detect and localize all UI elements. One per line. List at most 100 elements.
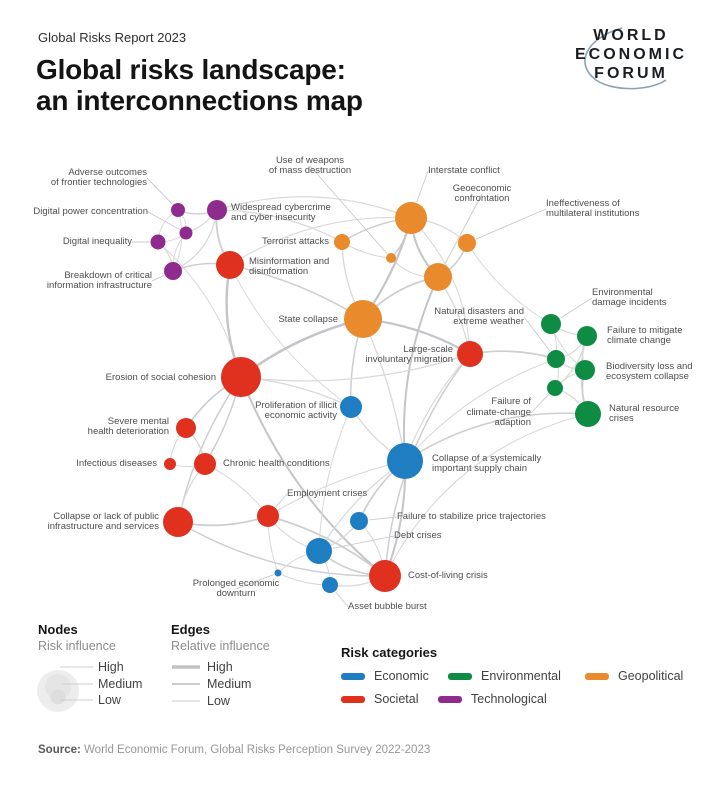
leader-ineffectiveness <box>476 208 547 240</box>
edge-misinformation--interstate <box>229 216 412 266</box>
edge-cybercrime--interstate <box>216 196 412 219</box>
leader-nat-disasters <box>523 316 551 352</box>
edge-misinformation--illicit <box>229 264 352 408</box>
edge-state-collapse--erosion <box>239 317 365 379</box>
leader-env-damage <box>560 297 593 319</box>
legend-item-geopolitical: Geopolitical <box>585 669 683 683</box>
node-adaption <box>547 380 563 396</box>
node-digital-inequality <box>150 234 166 250</box>
leader-employment <box>275 493 288 508</box>
category-label-technological: Technological <box>471 692 547 706</box>
node-ineffectiveness <box>458 234 476 252</box>
edge-erosion--cost-of-living <box>240 376 386 577</box>
legend-nodes: Nodes Risk influence <box>38 622 116 653</box>
leader-debt <box>332 535 395 549</box>
legend-node-high: High <box>98 660 124 674</box>
node-terrorist <box>334 234 350 250</box>
legend-categories-row1: Economic Environmental Geopolitical <box>341 669 701 683</box>
source-note: Source: World Economic Forum, Global Ris… <box>38 744 430 756</box>
legend-edge-medium: Medium <box>207 677 251 691</box>
node-nat-disasters <box>547 350 565 368</box>
category-label-geopolitical: Geopolitical <box>618 669 684 683</box>
node-breakdown-info <box>164 262 182 280</box>
legend-item-technological: Technological <box>438 692 547 706</box>
edge-ineffectiveness--env-damage <box>466 242 552 325</box>
legend-nodes-subtitle: Risk influence <box>38 639 116 653</box>
node-illicit <box>340 396 362 418</box>
node-env-damage <box>541 314 561 334</box>
edge-migration--supply-chain <box>404 353 471 462</box>
edge-misinformation--state-collapse <box>229 264 364 320</box>
legend-node-medium: Medium <box>98 677 142 691</box>
node-infectious <box>164 458 176 470</box>
edge-nat-disasters--supply-chain <box>404 358 557 462</box>
wef-logo-arc-icon <box>584 27 667 90</box>
leader-price <box>368 516 398 521</box>
wef-logo-line3: FORUM <box>594 65 668 82</box>
source-text: World Economic Forum, Global Risks Perce… <box>80 744 431 756</box>
node-price <box>350 512 368 530</box>
node-debt <box>306 538 332 564</box>
node-employment <box>257 505 279 527</box>
edge-migration--erosion <box>240 353 471 382</box>
node-biodiversity <box>575 360 595 380</box>
edge-erosion--collapse-infra <box>177 376 242 523</box>
leader-digital-power <box>147 211 180 230</box>
edge-state-collapse--supply-chain <box>362 318 406 462</box>
node-mitigate <box>577 326 597 346</box>
leader-interstate <box>416 170 429 203</box>
legend-edge-high: High <box>207 660 233 674</box>
node-severe-mental <box>176 418 196 438</box>
edge-collapse-infra--cost-of-living <box>177 521 386 577</box>
leader-downturn <box>235 574 274 590</box>
legend-categories: Risk categories Economic Environmental Geo… <box>341 645 701 706</box>
node-nat-resource <box>575 401 601 427</box>
node-misinformation <box>216 251 244 279</box>
node-size-low-icon <box>50 689 66 705</box>
edge-cybercrime--terrorist <box>216 209 343 243</box>
edge-supply-chain--debt <box>318 460 406 552</box>
edge-nat-resource--cost-of-living <box>384 413 589 577</box>
legend-edges-graphic: High Medium Low <box>172 660 251 708</box>
legend-edges-title: Edges <box>171 622 211 637</box>
leader-breakdown-info <box>151 274 165 282</box>
legend-categories-title: Risk categories <box>341 645 438 660</box>
legend-edges-subtitle: Relative influence <box>171 639 270 653</box>
node-adverse <box>171 203 185 217</box>
edge-chronic--employment <box>204 463 269 517</box>
leader-asset-bubble <box>335 591 349 608</box>
category-swatch-societal <box>341 695 365 703</box>
legend-edge-low: Low <box>207 694 231 708</box>
report-kicker: Global Risks Report 2023 <box>38 30 187 45</box>
legend-item-environmental: Environmental <box>448 669 585 683</box>
legend-categories-row2: Societal Technological <box>341 692 701 706</box>
legend-item-societal: Societal <box>341 692 438 706</box>
legend-nodes-graphic: High Medium Low <box>37 660 142 712</box>
leader-adverse <box>146 177 173 205</box>
leader-weapons <box>309 165 388 254</box>
legend-item-economic: Economic <box>341 669 448 683</box>
category-label-societal: Societal <box>374 692 419 706</box>
node-supply-chain <box>387 443 423 479</box>
node-chronic <box>194 453 216 475</box>
category-label-economic: Economic <box>374 669 429 683</box>
category-swatch-technological <box>438 695 462 703</box>
node-downturn <box>274 569 282 577</box>
edge-breakdown-info--cybercrime <box>172 209 218 272</box>
node-collapse-infra <box>163 507 193 537</box>
node-migration <box>457 341 483 367</box>
legend-node-low: Low <box>98 693 122 707</box>
source-label: Source: <box>38 744 81 756</box>
node-weapons <box>386 253 396 263</box>
wef-logo-line1: WORLD <box>593 27 669 44</box>
edge-geoeconomic--supply-chain <box>402 276 439 462</box>
edge-downturn--asset-bubble <box>277 572 331 586</box>
node-geoeconomic <box>424 263 452 291</box>
wef-logo: WORLD ECONOMIC FORUM <box>556 26 706 104</box>
page-title: Global risks landscape: an interconnectio… <box>36 54 363 116</box>
category-swatch-environmental <box>448 672 472 680</box>
category-swatch-economic <box>341 672 365 680</box>
node-erosion <box>221 357 261 397</box>
node-asset-bubble <box>322 577 338 593</box>
